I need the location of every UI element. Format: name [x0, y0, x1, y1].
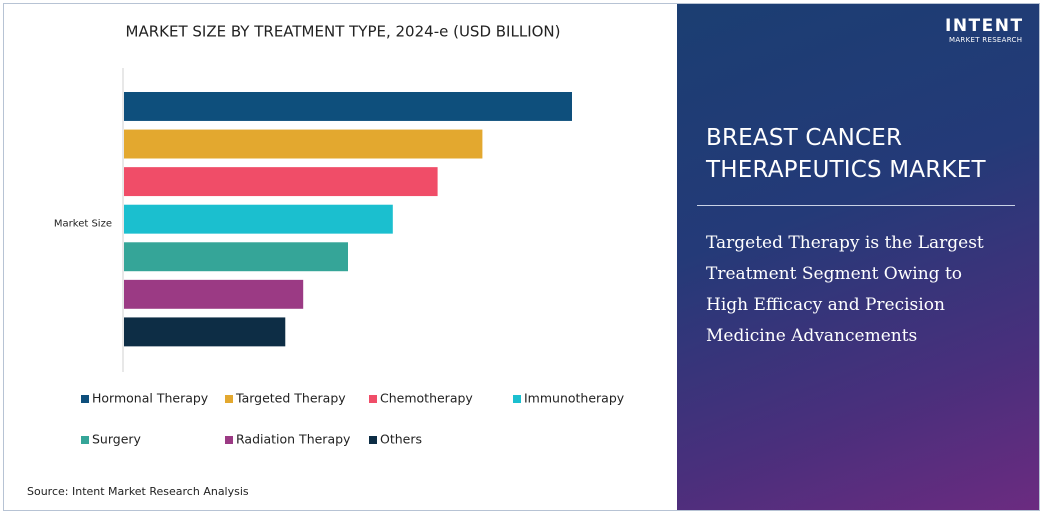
- bar: [124, 242, 348, 272]
- bar: [124, 92, 572, 121]
- legend-swatch: [369, 395, 377, 403]
- chart-panel: MARKET SIZE BY TREATMENT TYPE, 2024-e (U…: [27, 23, 625, 499]
- legend-swatch: [225, 395, 233, 403]
- legend-label: Others: [380, 432, 422, 447]
- y-tick-label: Market Size: [54, 219, 112, 230]
- logo-subtext: MARKET RESEARCH: [949, 36, 1023, 44]
- legend-label: Surgery: [92, 432, 142, 447]
- legend-label: Chemotherapy: [380, 391, 473, 406]
- logo: INTENT MARKET RESEARCH: [927, 16, 1027, 44]
- legend-swatch: [369, 436, 377, 444]
- logo-text: INTENT: [945, 16, 1024, 36]
- bar: [124, 279, 304, 309]
- source: Source: Intent Market Research Analysis: [27, 485, 249, 498]
- divider: [697, 205, 1015, 206]
- legend-swatch: [513, 395, 521, 403]
- chart: MARKET SIZE BY TREATMENT TYPE, 2024-e (U…: [27, 23, 625, 499]
- chart-title: MARKET SIZE BY TREATMENT TYPE, 2024-e (U…: [126, 23, 561, 41]
- bar: [124, 317, 286, 347]
- bar: [124, 167, 438, 197]
- info-panel: INTENT MARKET RESEARCH BREAST CANCER THE…: [677, 4, 1039, 510]
- bar: [124, 204, 393, 234]
- legend-swatch: [81, 395, 89, 403]
- legend-label: Hormonal Therapy: [92, 391, 209, 406]
- legend-label: Immunotherapy: [524, 391, 625, 406]
- legend-swatch: [225, 436, 233, 444]
- panel-text: Targeted Therapy is the Largest Treatmen…: [706, 233, 984, 346]
- legend-swatch: [81, 436, 89, 444]
- legend-label: Radiation Therapy: [236, 432, 351, 447]
- bar: [124, 129, 483, 159]
- legend-label: Targeted Therapy: [235, 391, 346, 406]
- panel-title: BREAST CANCER THERAPEUTICS MARKET: [706, 125, 986, 183]
